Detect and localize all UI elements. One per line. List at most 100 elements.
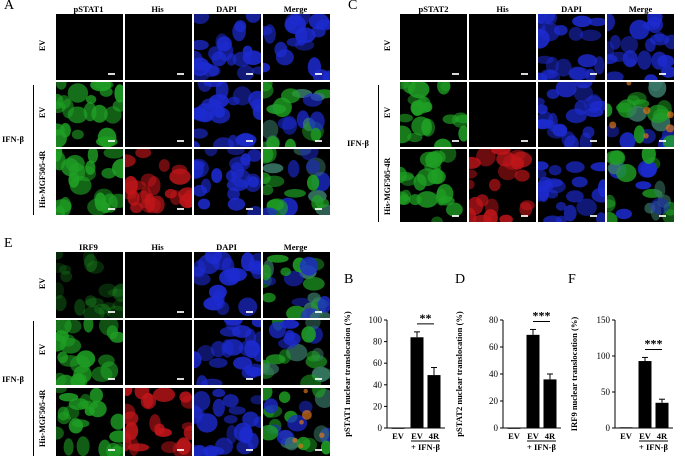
panel-label-f: F <box>568 272 576 287</box>
micrograph-r1-c0 <box>400 82 467 147</box>
scale-bar <box>452 140 459 142</box>
chart-d-bar <box>507 428 521 429</box>
micrograph-r2-c2 <box>538 149 605 222</box>
col-header-c-3: Merge <box>628 4 653 14</box>
micrograph-r0-c0 <box>56 252 123 318</box>
micrograph-r1-c2 <box>194 82 261 147</box>
group-label-e: IFN-β <box>2 374 24 384</box>
chart-f-y-tick-label: 150 <box>597 315 611 325</box>
group-label-a: IFN-β <box>2 134 24 144</box>
col-header-c-0: pSTAT2 <box>418 4 449 14</box>
chart-b-treatment-label: + IFN-β <box>411 442 440 452</box>
scale-bar <box>177 73 184 75</box>
micrograph-r2-c0 <box>56 149 123 215</box>
scale-bar <box>246 449 253 451</box>
chart-d-bar <box>526 334 540 428</box>
micrograph-r1-c0 <box>56 320 123 385</box>
chart-d-category-label: 4R <box>545 431 556 441</box>
micrograph-r0-c2 <box>538 14 605 80</box>
col-header-a-0: pSTAT1 <box>73 4 104 14</box>
col-header-c-2: DAPI <box>561 4 582 14</box>
chart-f-category-label: EV <box>639 431 652 441</box>
chart-d-significance: *** <box>533 308 551 322</box>
micrograph-r1-c1 <box>125 82 192 147</box>
micrograph-r1-c3 <box>607 82 674 147</box>
col-header-e-2: DAPI <box>216 242 237 252</box>
chart-b-category-label: EV <box>411 431 424 441</box>
micrograph-r2-c1 <box>469 149 536 222</box>
chart-f-category-label: 4R <box>657 431 668 441</box>
scale-bar <box>521 140 528 142</box>
chart-b-category-label: EV <box>392 431 405 441</box>
micrograph-r0-c1 <box>125 14 192 80</box>
micrograph-r0-c2 <box>194 14 261 80</box>
chart-b-ylabel: pSTAT1 nuclear translocation (%) <box>342 311 352 437</box>
micrograph-r2-c2 <box>194 388 261 456</box>
scale-bar <box>315 73 322 75</box>
micrograph-r0-c1 <box>469 14 536 80</box>
micrograph-r1-c0 <box>56 82 123 147</box>
panel-label-d: D <box>455 272 466 287</box>
micrograph-r1-c1 <box>125 320 192 385</box>
micrograph-r2-c1 <box>125 388 192 456</box>
chart-d-bar <box>543 379 557 428</box>
col-header-a-2: DAPI <box>216 4 237 14</box>
scale-bar <box>108 378 115 380</box>
scale-bar <box>177 449 184 451</box>
chart-d-y-tick-label: 60 <box>489 342 499 352</box>
scale-bar <box>659 215 666 217</box>
chart-f-category-label: EV <box>620 431 633 441</box>
scale-bar <box>108 208 115 210</box>
micrograph-r1-c3 <box>263 320 330 385</box>
scale-bar <box>659 140 666 142</box>
scale-bar <box>315 378 322 380</box>
micrograph-r2-c3 <box>263 149 330 215</box>
col-header-c-1: His <box>496 4 509 14</box>
scale-bar <box>246 73 253 75</box>
chart-b-bar <box>427 375 441 428</box>
chart-f-bar <box>655 402 669 428</box>
scale-bar <box>590 73 597 75</box>
chart-f-y-tick-label: 0 <box>606 423 611 433</box>
micrograph-r2-c2 <box>194 149 261 215</box>
col-header-a-3: Merge <box>283 4 308 14</box>
micrograph-r1-c2 <box>194 320 261 385</box>
panel-label-c: C <box>348 0 358 13</box>
micrograph-r1-c1 <box>469 82 536 147</box>
panel-label-b: B <box>344 272 354 287</box>
scale-bar <box>108 449 115 451</box>
scale-bar <box>108 73 115 75</box>
micrograph-r0-c3 <box>607 14 674 80</box>
chart-b-y-tick-label: 20 <box>373 401 383 411</box>
group-bracket-a <box>33 85 34 215</box>
chart-b-y-tick-label: 100 <box>369 315 383 325</box>
col-header-e-1: His <box>151 242 164 252</box>
chart-b-significance: ** <box>420 311 432 325</box>
micrograph-r0-c0 <box>56 14 123 80</box>
chart-d-y-tick-label: 0 <box>494 423 499 433</box>
micrograph-r0-c0 <box>400 14 467 80</box>
micrograph-r2-c3 <box>263 388 330 456</box>
chart-b-y-tick-label: 60 <box>373 358 383 368</box>
scale-bar <box>521 215 528 217</box>
chart-f-bar <box>638 361 652 428</box>
chart-f-y-tick-label: 50 <box>601 387 611 397</box>
chart-f-bar <box>619 427 633 429</box>
micrograph-r0-c2 <box>194 252 261 318</box>
scale-bar <box>246 311 253 313</box>
micrograph-r2-c0 <box>56 388 123 456</box>
scale-bar <box>246 208 253 210</box>
chart-f-treatment-label: + IFN-β <box>639 442 668 452</box>
scale-bar <box>315 311 322 313</box>
scale-bar <box>177 378 184 380</box>
group-bracket-c <box>378 85 379 222</box>
chart-b-y-tick-label: 40 <box>373 380 383 390</box>
scale-bar <box>315 208 322 210</box>
scale-bar <box>315 449 322 451</box>
chart-f-significance: *** <box>645 336 663 350</box>
scale-bar <box>315 140 322 142</box>
chart-f-y-tick-label: 100 <box>597 351 611 361</box>
scale-bar <box>521 73 528 75</box>
chart-d-y-tick-label: 20 <box>489 396 499 406</box>
